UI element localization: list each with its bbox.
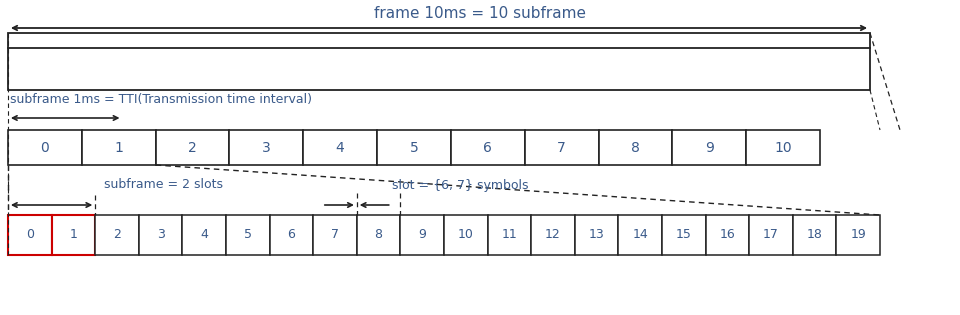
Bar (156, 130, 229, 165)
Text: frame 10ms = 10 subframe: frame 10ms = 10 subframe (374, 5, 586, 20)
Bar (400, 215, 444, 255)
Text: 11: 11 (501, 228, 517, 242)
Text: 17: 17 (763, 228, 779, 242)
Text: 8: 8 (631, 140, 640, 154)
Text: 4: 4 (336, 140, 345, 154)
Text: 10: 10 (458, 228, 473, 242)
Text: 4: 4 (201, 228, 208, 242)
Text: 5: 5 (244, 228, 252, 242)
Text: subframe = 2 slots: subframe = 2 slots (104, 179, 223, 192)
Bar (82, 130, 156, 165)
Bar (226, 215, 270, 255)
Bar (451, 130, 525, 165)
Bar (598, 130, 672, 165)
Bar (139, 215, 182, 255)
Text: 5: 5 (410, 140, 419, 154)
Bar (270, 215, 313, 255)
Bar (488, 215, 531, 255)
Text: 18: 18 (806, 228, 823, 242)
Bar (303, 130, 377, 165)
Text: slot = {6, 7} symbols: slot = {6, 7} symbols (392, 179, 528, 192)
Text: 2: 2 (113, 228, 121, 242)
Text: 8: 8 (374, 228, 383, 242)
Bar (746, 130, 820, 165)
Bar (618, 215, 662, 255)
Bar (313, 215, 357, 255)
Bar (377, 130, 451, 165)
Text: 15: 15 (676, 228, 692, 242)
Text: 6: 6 (287, 228, 296, 242)
Bar (8, 130, 82, 165)
Bar (793, 215, 836, 255)
Text: 2: 2 (188, 140, 197, 154)
Bar (749, 215, 793, 255)
Text: 7: 7 (557, 140, 566, 154)
Bar (182, 215, 226, 255)
Text: 16: 16 (720, 228, 735, 242)
Bar (444, 215, 488, 255)
Bar (8, 33, 870, 90)
Text: 13: 13 (588, 228, 605, 242)
Text: 1: 1 (69, 228, 78, 242)
Bar (8, 215, 52, 255)
Bar (575, 215, 618, 255)
Text: 12: 12 (545, 228, 561, 242)
Bar (672, 130, 746, 165)
Bar (525, 130, 598, 165)
Text: 9: 9 (419, 228, 426, 242)
Text: 0: 0 (26, 228, 34, 242)
Bar (357, 215, 400, 255)
Text: 14: 14 (633, 228, 648, 242)
Bar (52, 215, 95, 255)
Bar (531, 215, 575, 255)
Text: 3: 3 (262, 140, 271, 154)
Text: 6: 6 (484, 140, 492, 154)
Text: 19: 19 (851, 228, 866, 242)
Bar (95, 215, 139, 255)
Bar (706, 215, 749, 255)
Text: 0: 0 (40, 140, 49, 154)
Text: 10: 10 (775, 140, 792, 154)
Bar (229, 130, 303, 165)
Text: subframe 1ms = TTI(Transmission time interval): subframe 1ms = TTI(Transmission time int… (10, 94, 312, 106)
Text: 7: 7 (331, 228, 339, 242)
Bar (662, 215, 706, 255)
Text: 3: 3 (156, 228, 164, 242)
Text: 1: 1 (114, 140, 123, 154)
Bar (836, 215, 880, 255)
Text: 9: 9 (705, 140, 713, 154)
